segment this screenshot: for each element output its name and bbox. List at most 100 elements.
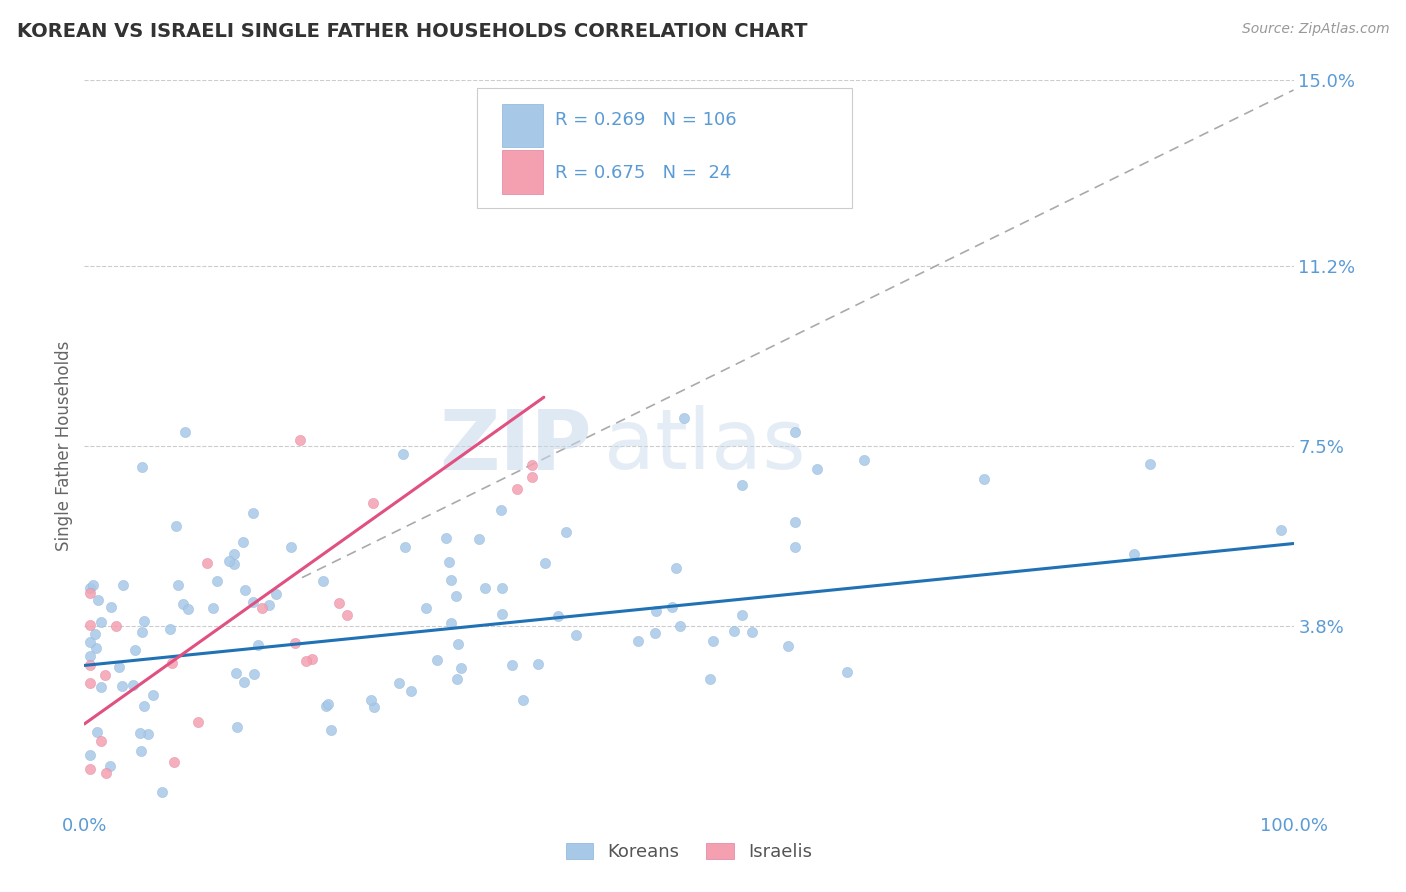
Point [131,625,153,640]
Point [242,595,264,609]
Point [233,582,256,597]
Point [534,557,557,571]
Point [165,518,187,533]
Point [90,734,112,748]
Point [785,515,807,529]
Point [669,618,692,632]
Point [100,599,122,614]
Point [312,574,335,588]
Point [723,624,745,638]
Point [242,506,264,520]
Point [388,676,411,690]
Point [446,672,468,686]
Point [163,755,186,769]
Point [699,672,721,686]
Point [226,720,249,734]
Point [785,425,807,439]
Point [79,648,101,663]
Point [440,615,463,630]
Point [86,641,108,656]
Text: atlas: atlas [605,406,806,486]
Point [225,665,247,680]
Point [426,653,449,667]
Point [527,657,550,671]
Point [86,724,108,739]
Point [627,634,650,648]
Point [82,578,104,592]
Point [741,625,763,640]
Point [702,634,724,648]
Y-axis label: Single Father Households: Single Father Households [55,341,73,551]
Point [401,683,423,698]
Point [555,524,578,539]
Point [284,635,307,649]
Point [491,581,513,595]
Text: Source: ZipAtlas.com: Source: ZipAtlas.com [1241,22,1389,37]
Point [201,601,224,615]
Point [363,700,385,714]
Point [547,608,569,623]
Point [222,547,245,561]
Point [361,496,384,510]
Point [124,643,146,657]
Point [785,541,807,555]
Point [806,462,828,476]
Point [731,478,754,492]
Point [195,556,218,570]
Point [447,637,470,651]
Point [973,472,995,486]
Point [79,581,101,595]
Point [315,698,337,713]
Legend: Koreans, Israelis: Koreans, Israelis [558,836,820,869]
Point [440,574,463,588]
Point [232,674,254,689]
Point [131,460,153,475]
Point [160,656,183,670]
Point [776,639,799,653]
Point [491,607,513,622]
Point [104,618,127,632]
Point [166,578,188,592]
Text: R = 0.269   N = 106: R = 0.269 N = 106 [555,112,737,129]
Point [731,607,754,622]
Point [257,598,280,612]
Point [505,482,527,496]
Point [316,697,339,711]
Point [108,659,131,673]
Text: KOREAN VS ISRAELI SINGLE FATHER HOUSEHOLDS CORRELATION CHART: KOREAN VS ISRAELI SINGLE FATHER HOUSEHOL… [17,22,807,41]
Point [129,744,152,758]
Point [232,535,254,549]
Point [444,589,467,603]
FancyBboxPatch shape [502,104,543,147]
Point [336,607,359,622]
Point [837,665,859,680]
Point [87,593,110,607]
Point [290,434,312,448]
Point [1122,547,1144,561]
Point [474,581,496,595]
Point [319,723,342,737]
Point [136,726,159,740]
Text: R = 0.675   N =  24: R = 0.675 N = 24 [555,164,731,182]
Point [207,574,229,588]
Point [79,762,101,776]
Point [501,658,523,673]
Point [520,458,543,473]
FancyBboxPatch shape [502,151,543,194]
Point [84,626,107,640]
Point [301,652,323,666]
Point [520,469,543,483]
Point [415,601,437,615]
Point [150,785,173,799]
Point [644,625,666,640]
FancyBboxPatch shape [478,87,852,209]
Point [218,554,240,568]
Point [94,668,117,682]
Point [250,600,273,615]
Point [672,411,695,425]
Point [661,599,683,614]
Point [111,679,134,693]
Point [852,453,875,467]
Point [98,759,121,773]
Point [79,635,101,649]
